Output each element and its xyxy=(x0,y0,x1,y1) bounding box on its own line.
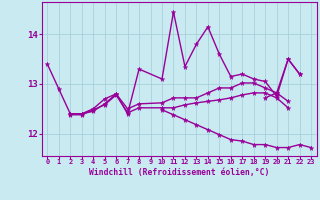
X-axis label: Windchill (Refroidissement éolien,°C): Windchill (Refroidissement éolien,°C) xyxy=(89,168,269,177)
